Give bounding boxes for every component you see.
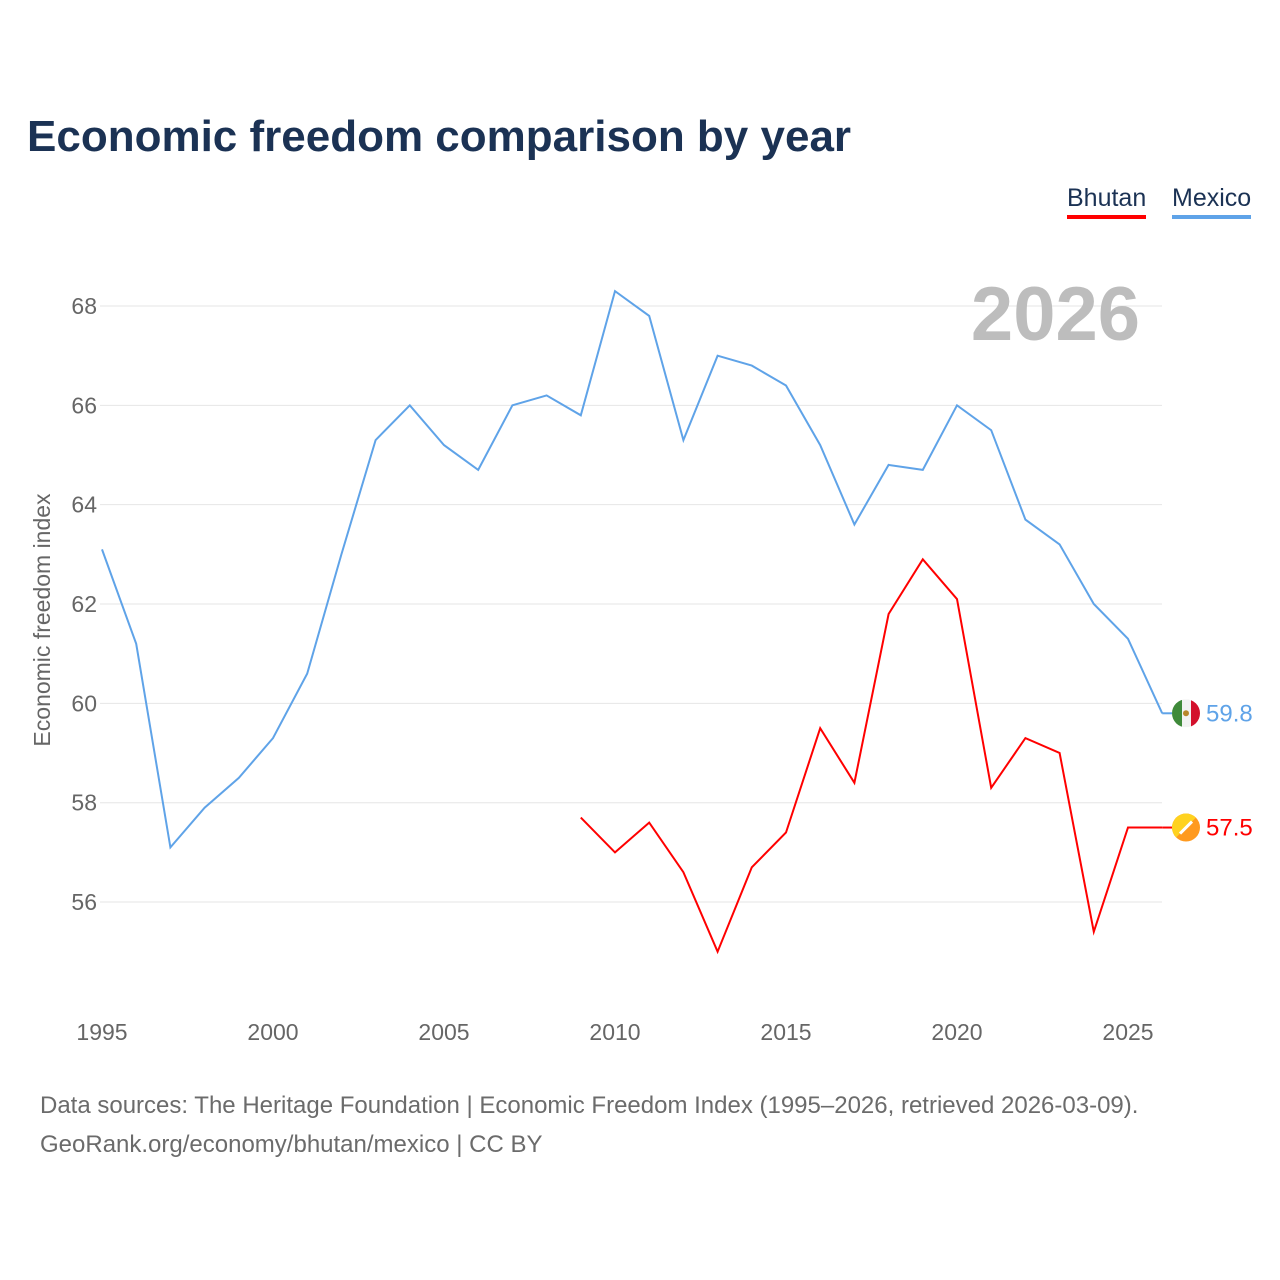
x-tick-label: 1995 xyxy=(76,1019,127,1045)
x-tick-label: 2005 xyxy=(418,1019,469,1045)
series-line-mexico xyxy=(101,289,1164,850)
y-tick-label: 60 xyxy=(71,690,97,716)
source-link[interactable]: GeoRank.org/economy/bhutan/mexico | CC B… xyxy=(40,1131,543,1158)
y-tick-label: 56 xyxy=(71,889,97,915)
x-tick-label: 2010 xyxy=(589,1019,640,1045)
mexico-flag-icon xyxy=(1172,699,1200,728)
legend-item-bhutan[interactable]: Bhutan xyxy=(1067,184,1147,219)
y-tick-label: 66 xyxy=(71,392,97,418)
y-axis-label: Economic freedom index xyxy=(29,493,55,747)
end-value-label-bhutan: 57.5 xyxy=(1206,815,1253,842)
legend-item-mexico[interactable]: Mexico xyxy=(1172,184,1252,219)
footer: Data sources: The Heritage Foundation | … xyxy=(40,1086,1138,1164)
y-tick-label: 68 xyxy=(71,293,97,319)
series-line-bhutan xyxy=(580,557,1163,955)
y-tick-label: 64 xyxy=(71,492,97,518)
x-tick-label: 2000 xyxy=(247,1019,298,1045)
x-tick-label: 2020 xyxy=(931,1019,982,1045)
end-value-label-mexico: 59.8 xyxy=(1206,700,1253,727)
y-tick-label: 62 xyxy=(71,591,97,617)
y-tick-label: 58 xyxy=(71,790,97,816)
data-source-text: Data sources: The Heritage Foundation | … xyxy=(40,1092,1139,1119)
year-watermark: 2026 xyxy=(971,272,1140,357)
x-tick-label: 2015 xyxy=(760,1019,811,1045)
bhutan-flag-icon xyxy=(1172,813,1200,842)
x-tick-label: 2025 xyxy=(1102,1019,1153,1045)
chart-title: Economic freedom comparison by year xyxy=(27,112,852,161)
